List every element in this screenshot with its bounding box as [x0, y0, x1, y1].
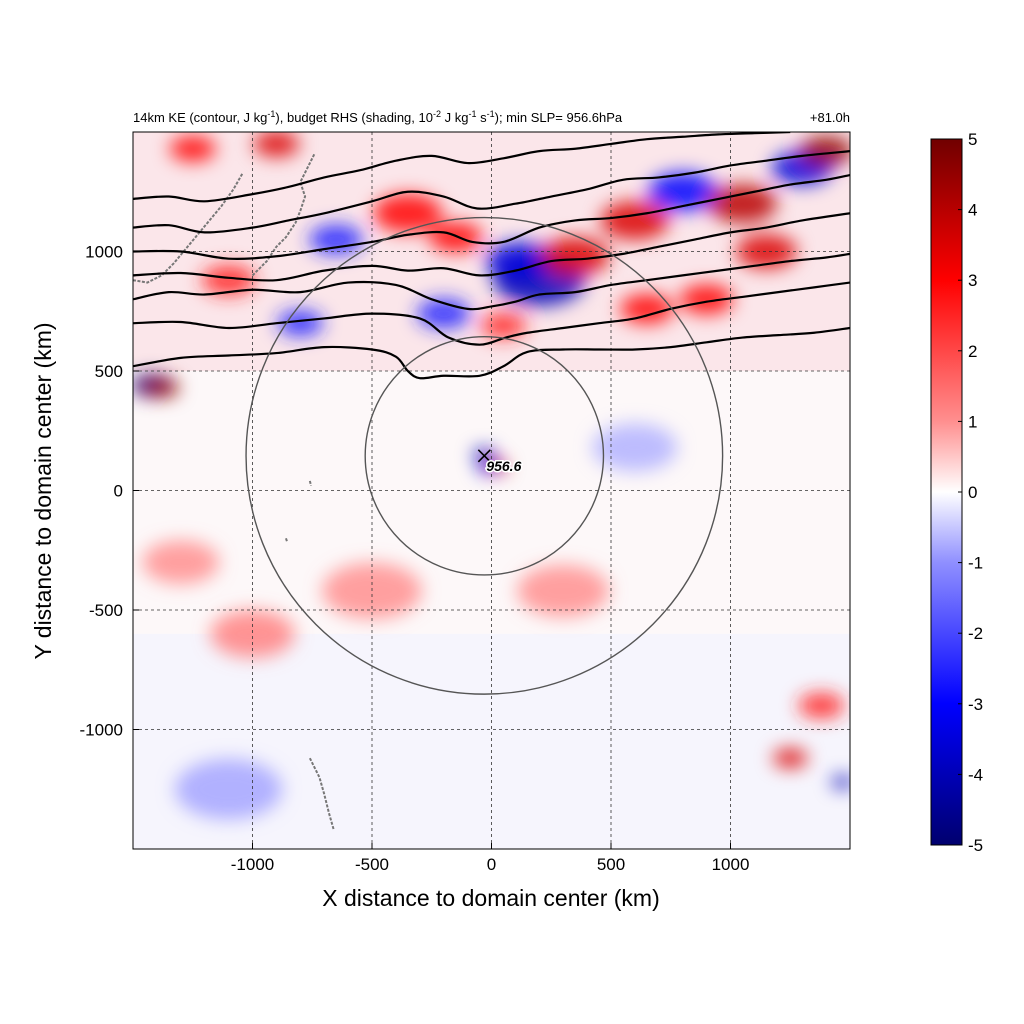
anomaly-32: [175, 759, 283, 820]
anomaly-14: [428, 222, 483, 253]
colorbar-tick-label: -4: [968, 765, 983, 784]
anomaly-9: [799, 136, 850, 167]
chart-title: 14km KE (contour, J kg-1), budget RHS (s…: [133, 109, 623, 125]
plot-area: 956.6: [133, 132, 850, 849]
anomaly-28: [210, 610, 295, 658]
forecast-time-label: +81.0h: [810, 110, 850, 125]
radius-circle-500: [364, 336, 605, 576]
x-tick-label: 1000: [712, 855, 750, 874]
colorbar: [930, 138, 963, 846]
contour-c7: [133, 132, 791, 203]
x-axis-ticks: -1000 -500 0 500 1000: [231, 843, 750, 874]
contour-c1: [133, 326, 850, 380]
coastline-japan-east: [251, 153, 316, 277]
colorbar-tick-label: 4: [968, 201, 977, 220]
ke-contours: [133, 132, 850, 380]
x-tick-label: 500: [597, 855, 625, 874]
anomaly-25: [773, 748, 808, 768]
colorbar-tick-label: 2: [968, 342, 977, 361]
colorbar-tick-label: 5: [968, 130, 977, 149]
y-tick-label: -500: [89, 601, 123, 620]
y-axis-label: Y distance to domain center (km): [30, 322, 56, 659]
anomaly-21: [480, 312, 527, 339]
anomaly-13: [373, 193, 443, 233]
y-tick-label: 1000: [85, 243, 123, 262]
anomaly-16: [253, 132, 300, 157]
anomaly-15: [309, 224, 363, 255]
anomaly-18: [201, 265, 256, 296]
colorbar-tick-label: -1: [968, 554, 983, 573]
anomaly-31: [142, 540, 220, 584]
y-axis-ticks: -1000 -500 0 500 1000: [80, 243, 139, 740]
anomaly-17: [169, 135, 216, 162]
radius-circles: [245, 216, 724, 695]
contour-c5: [133, 173, 850, 260]
min-slp-label: 956.6: [486, 458, 521, 474]
colorbar-tick-label: -3: [968, 695, 983, 714]
coastline-islands-south: [308, 757, 335, 831]
colorbar-tick-label: 0: [968, 483, 977, 502]
colorbar-tick-label: -2: [968, 624, 983, 643]
x-tick-label: -1000: [231, 855, 274, 874]
colorbar-tick-label: 1: [968, 412, 977, 431]
anomaly-33: [592, 423, 677, 472]
storm-center: 956.6: [477, 449, 523, 475]
anomaly-19: [277, 310, 324, 337]
anomaly-4: [540, 236, 610, 276]
coastline-islet-1: [308, 480, 313, 486]
colorbar-tick-label: 3: [968, 271, 977, 290]
anomaly-27: [798, 692, 845, 719]
colorbar-tick-label: -5: [968, 836, 983, 855]
radius-circle-1000: [245, 216, 724, 695]
anomaly-12: [620, 293, 674, 324]
anomaly-26: [831, 775, 850, 789]
anomaly-5: [600, 201, 670, 240]
contour-c4: [133, 212, 850, 282]
contour-c2: [133, 281, 850, 346]
coastline-islet-2: [285, 537, 289, 543]
anomaly-6: [648, 172, 718, 212]
y-tick-label: 0: [114, 482, 123, 501]
y-tick-label: 500: [95, 362, 123, 381]
contour-c3: [133, 252, 850, 311]
anomaly-11: [679, 284, 734, 315]
y-tick-label: -1000: [80, 721, 123, 740]
anomaly-1: [144, 378, 179, 398]
anomaly-7: [708, 184, 777, 224]
x-axis-label: X distance to domain center (km): [322, 885, 659, 911]
anomaly-10: [735, 234, 797, 269]
colorbar-ticks: 5 4 3 2 1 0 -1 -2 -3 -4 -5: [958, 130, 983, 855]
x-tick-label: 0: [487, 855, 496, 874]
contour-c6: [133, 150, 850, 234]
center-x-marker: [477, 449, 491, 463]
anomaly-22: [472, 448, 496, 462]
x-tick-label: -500: [355, 855, 389, 874]
anomaly-30: [517, 565, 610, 617]
